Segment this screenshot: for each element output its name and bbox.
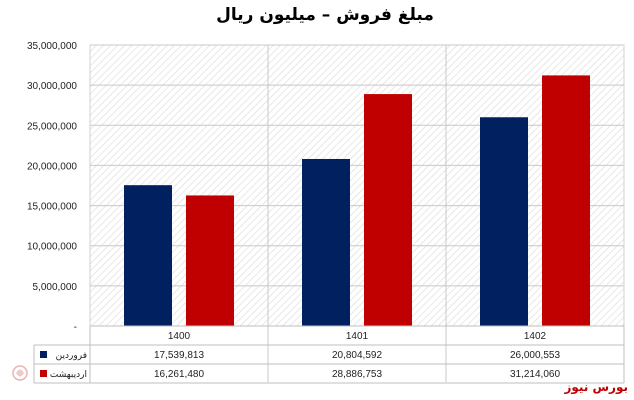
- y-tick-label: 15,000,000: [27, 202, 77, 213]
- bar-ordibehesht-1402: [542, 75, 590, 326]
- x-tick-label: 1400: [168, 331, 191, 342]
- bar-ordibehesht-1401: [364, 94, 412, 326]
- y-axis: - 5,000,000 10,000,000 15,000,000 20,000,000…: [27, 41, 77, 333]
- x-tick-label: 1402: [524, 331, 547, 342]
- chart-title: مبلغ فروش – میلیون ریال: [216, 5, 434, 25]
- legend-swatch: [40, 370, 47, 377]
- y-tick-label: 10,000,000: [27, 242, 77, 253]
- bar-ordibehesht-1400: [186, 195, 234, 326]
- data-cell: 28,886,753: [332, 369, 382, 380]
- brand-watermark-logo: [12, 365, 28, 381]
- bar-farvardin-1402: [480, 117, 528, 326]
- y-tick-label: -: [74, 322, 77, 333]
- bar-farvardin-1401: [302, 158, 350, 326]
- data-cell: 31,214,060: [510, 369, 560, 380]
- legend-label: فروردین: [56, 351, 87, 361]
- data-table: 1400 1401 1402 فروردین 17,539,813 20,804,592 2…: [33, 325, 625, 384]
- legend-swatch: [40, 351, 47, 358]
- x-tick-label: 1401: [346, 331, 369, 342]
- bars: [124, 75, 590, 326]
- data-cell: 17,539,813: [154, 350, 204, 361]
- data-cell: 26,000,553: [510, 350, 560, 361]
- y-tick-label: 25,000,000: [27, 121, 77, 132]
- y-tick-label: 20,000,000: [27, 161, 77, 172]
- legend-label: اردیبهشت: [50, 370, 87, 380]
- data-cell: 16,261,480: [154, 369, 204, 380]
- y-tick-label: 5,000,000: [33, 282, 78, 293]
- y-tick-label: 30,000,000: [27, 81, 77, 92]
- brand-name: بورس نیوز: [563, 380, 628, 395]
- data-cell: 20,804,592: [332, 350, 382, 361]
- plot-area: [89, 44, 625, 327]
- bar-farvardin-1400: [124, 185, 172, 326]
- y-tick-label: 35,000,000: [27, 41, 77, 52]
